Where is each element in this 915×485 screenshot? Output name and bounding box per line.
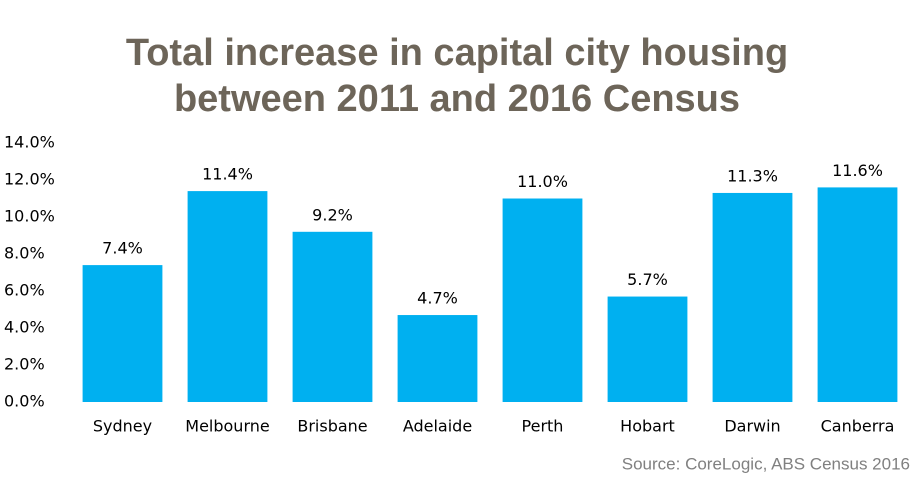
bar [712, 192, 793, 402]
value-label: 5.7% [627, 270, 668, 289]
y-tick-label: 8.0% [4, 244, 45, 263]
value-label: 11.0% [517, 172, 568, 191]
x-tick-label: Brisbane [297, 417, 367, 436]
chart-title: Total increase in capital city housing b… [125, 32, 789, 120]
value-label: 11.4% [202, 165, 253, 184]
x-tick-label: Adelaide [403, 417, 472, 436]
bar [292, 231, 373, 402]
value-label: 9.2% [312, 205, 353, 224]
y-tick-label: 2.0% [4, 355, 45, 374]
x-tick-label: Canberra [821, 417, 895, 436]
source: Source: CoreLogic, ABS Census 2016 [622, 454, 910, 473]
y-tick-label: 0.0% [4, 392, 45, 411]
y-tick-label: 4.0% [4, 318, 45, 337]
value-label: 7.4% [102, 239, 143, 258]
x-tick-label: Darwin [724, 417, 780, 436]
y-tick-label: 12.0% [4, 170, 55, 189]
bar [82, 265, 163, 402]
y-tick-label: 10.0% [4, 207, 55, 226]
x-tick-label: Melbourne [185, 417, 269, 436]
value-label: 11.3% [727, 166, 778, 185]
bar [607, 296, 688, 402]
value-label: 11.6% [832, 161, 883, 180]
bar [502, 198, 583, 402]
x-tick-label: Sydney [93, 417, 152, 436]
x-tick-label: Hobart [620, 417, 675, 436]
value-label: 4.7% [417, 289, 458, 308]
x-tick-label: Perth [522, 417, 564, 436]
y-tick-label: 14.0% [4, 133, 55, 152]
y-tick-label: 6.0% [4, 281, 45, 300]
bar [187, 191, 268, 402]
bar [817, 187, 898, 402]
bar [397, 315, 478, 402]
